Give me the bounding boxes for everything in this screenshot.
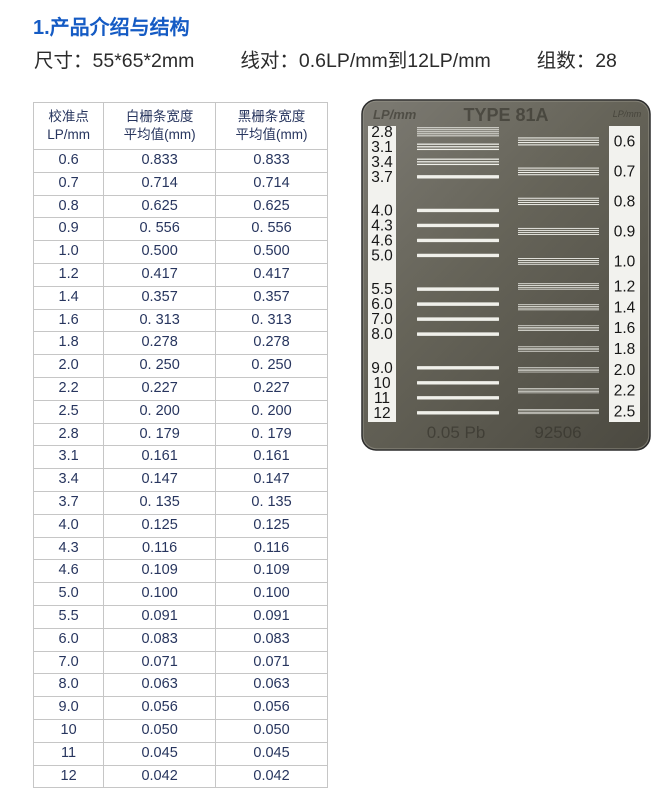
- svg-text:0.9: 0.9: [614, 223, 636, 240]
- svg-text:12: 12: [373, 405, 390, 422]
- svg-text:0.05 Pb: 0.05 Pb: [427, 423, 486, 442]
- svg-text:3.7: 3.7: [371, 169, 393, 186]
- svg-text:LP/mm: LP/mm: [373, 107, 417, 122]
- svg-text:LP/mm: LP/mm: [613, 109, 642, 119]
- svg-text:0.7: 0.7: [614, 163, 636, 180]
- svg-text:92506: 92506: [534, 423, 581, 442]
- svg-text:0.6: 0.6: [614, 133, 636, 150]
- svg-text:8.0: 8.0: [371, 326, 393, 343]
- svg-text:1.6: 1.6: [614, 320, 636, 337]
- svg-text:1.8: 1.8: [614, 341, 636, 358]
- svg-text:1.0: 1.0: [614, 253, 636, 270]
- svg-text:2.2: 2.2: [614, 383, 636, 400]
- svg-text:2.0: 2.0: [614, 362, 636, 379]
- svg-text:1.4: 1.4: [614, 299, 636, 316]
- svg-text:2.5: 2.5: [614, 404, 636, 421]
- svg-text:1.2: 1.2: [614, 278, 636, 295]
- svg-text:0.8: 0.8: [614, 193, 636, 210]
- svg-text:5.0: 5.0: [371, 248, 393, 265]
- svg-text:TYPE 81A: TYPE 81A: [463, 105, 548, 125]
